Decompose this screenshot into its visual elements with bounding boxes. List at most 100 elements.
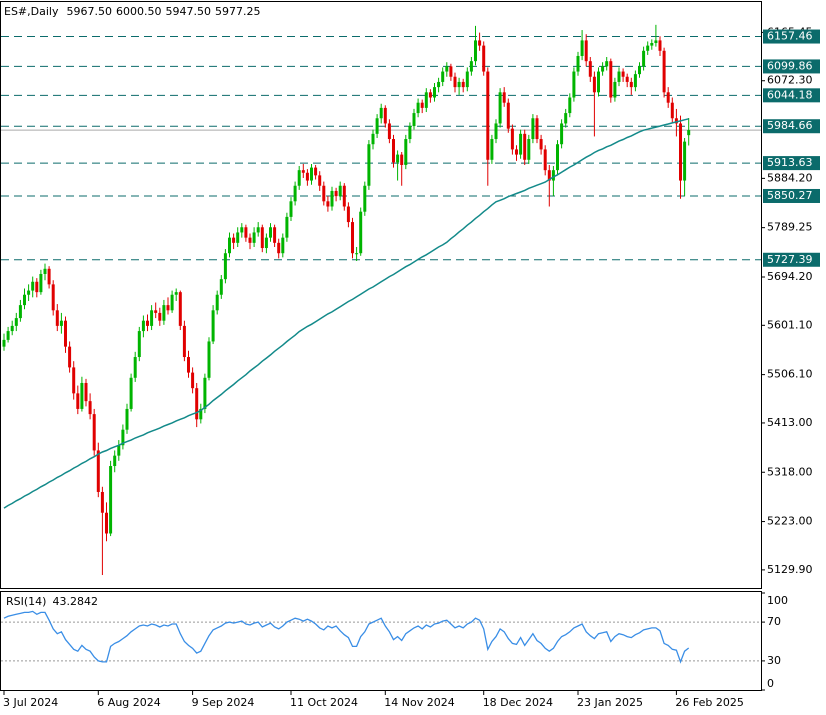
candle-body	[469, 61, 473, 72]
candle-body	[449, 66, 453, 77]
candle-body	[150, 310, 154, 326]
y-tick-label: 5223.00	[767, 515, 813, 528]
candle-body	[334, 190, 338, 197]
candle-body	[420, 102, 424, 108]
candle-body	[404, 139, 408, 165]
candle-body	[658, 40, 662, 51]
candle-body	[531, 118, 535, 140]
x-tick-label: 14 Nov 2024	[384, 696, 454, 709]
candle-body	[59, 320, 63, 326]
candle-body	[543, 149, 547, 171]
candle-body	[515, 149, 518, 155]
level-label-box	[763, 252, 820, 267]
x-tick-label: 6 Aug 2024	[97, 696, 160, 709]
y-tick-label: 5789.25	[767, 221, 813, 234]
candle-body	[248, 237, 252, 243]
candle-body	[510, 128, 514, 150]
rsi-value: 43.2842	[52, 595, 98, 608]
candle-body	[232, 237, 236, 243]
candle-body	[502, 92, 506, 103]
candle-body	[195, 388, 199, 420]
y-tick-label: 5318.00	[767, 465, 813, 478]
candle-body	[371, 133, 375, 145]
candle-body	[51, 284, 55, 311]
candle-body	[461, 81, 465, 88]
candle-body	[633, 74, 637, 88]
candle-body	[207, 341, 211, 378]
candle-body	[375, 118, 379, 134]
candle-body	[613, 81, 617, 98]
x-tick-label: 3 Jul 2024	[3, 696, 58, 709]
candle-body	[683, 141, 687, 181]
candle-body	[260, 227, 264, 249]
candle-body	[211, 310, 215, 342]
x-tick-label: 23 Jan 2025	[577, 696, 643, 709]
candle-body	[158, 312, 162, 321]
candle-body	[535, 118, 539, 140]
candle-body	[670, 102, 674, 119]
candle-body	[68, 346, 72, 368]
candle-body	[428, 92, 432, 98]
candle-body	[215, 294, 219, 311]
candle-body	[592, 76, 596, 93]
y-tick-label: 5506.10	[767, 368, 813, 381]
candle-body	[64, 320, 67, 347]
candle-body	[10, 325, 14, 332]
x-tick-label: 11 Oct 2024	[290, 696, 358, 709]
level-label-box	[763, 156, 820, 171]
level-label-box	[763, 119, 820, 134]
candle-body	[560, 123, 564, 145]
candle-body	[412, 113, 416, 127]
candle-body	[355, 253, 359, 255]
candle-body	[72, 367, 76, 394]
candle-body	[465, 71, 469, 88]
candle-body	[453, 76, 457, 88]
candle-body	[273, 227, 277, 243]
candle-body	[527, 139, 531, 160]
candle-body	[240, 227, 244, 233]
candle-body	[625, 76, 629, 82]
candle-body	[39, 273, 43, 293]
candle-body	[162, 305, 166, 321]
candle-body	[650, 43, 654, 46]
candle-body	[568, 97, 572, 114]
candle-body	[236, 232, 240, 243]
candle-body	[178, 292, 182, 326]
candle-body	[597, 71, 600, 93]
candle-body	[27, 290, 31, 295]
candle-body	[351, 222, 354, 254]
candle-body	[551, 170, 555, 181]
level-label-box	[763, 29, 820, 44]
candle-body	[416, 102, 420, 114]
candle-body	[338, 185, 342, 197]
y-tick-label: 100	[767, 594, 788, 607]
level-label: 5727.39	[767, 253, 813, 266]
candle-body	[137, 331, 141, 358]
candle-body	[76, 393, 80, 409]
candle-body	[187, 357, 190, 373]
candle-body	[490, 139, 494, 160]
candle-body	[642, 50, 646, 67]
candle-body	[228, 237, 231, 254]
candle-body	[55, 310, 59, 326]
main-frame	[0, 1, 762, 589]
candle-body	[310, 167, 313, 181]
candle-body	[572, 71, 576, 98]
candle-body	[609, 61, 613, 98]
candle-body	[301, 170, 305, 173]
candle-body	[170, 294, 174, 311]
candle-body	[474, 40, 477, 62]
candle-body	[523, 133, 527, 160]
candle-body	[191, 372, 195, 389]
candle-body	[433, 87, 436, 98]
candle-body	[363, 185, 367, 212]
candle-body	[330, 190, 334, 207]
candle-body	[289, 201, 293, 217]
candle-body	[556, 144, 559, 171]
candle-body	[121, 429, 125, 446]
candle-body	[580, 40, 584, 56]
candle-body	[84, 382, 88, 402]
candle-body	[199, 408, 203, 420]
candle-body	[441, 71, 445, 82]
